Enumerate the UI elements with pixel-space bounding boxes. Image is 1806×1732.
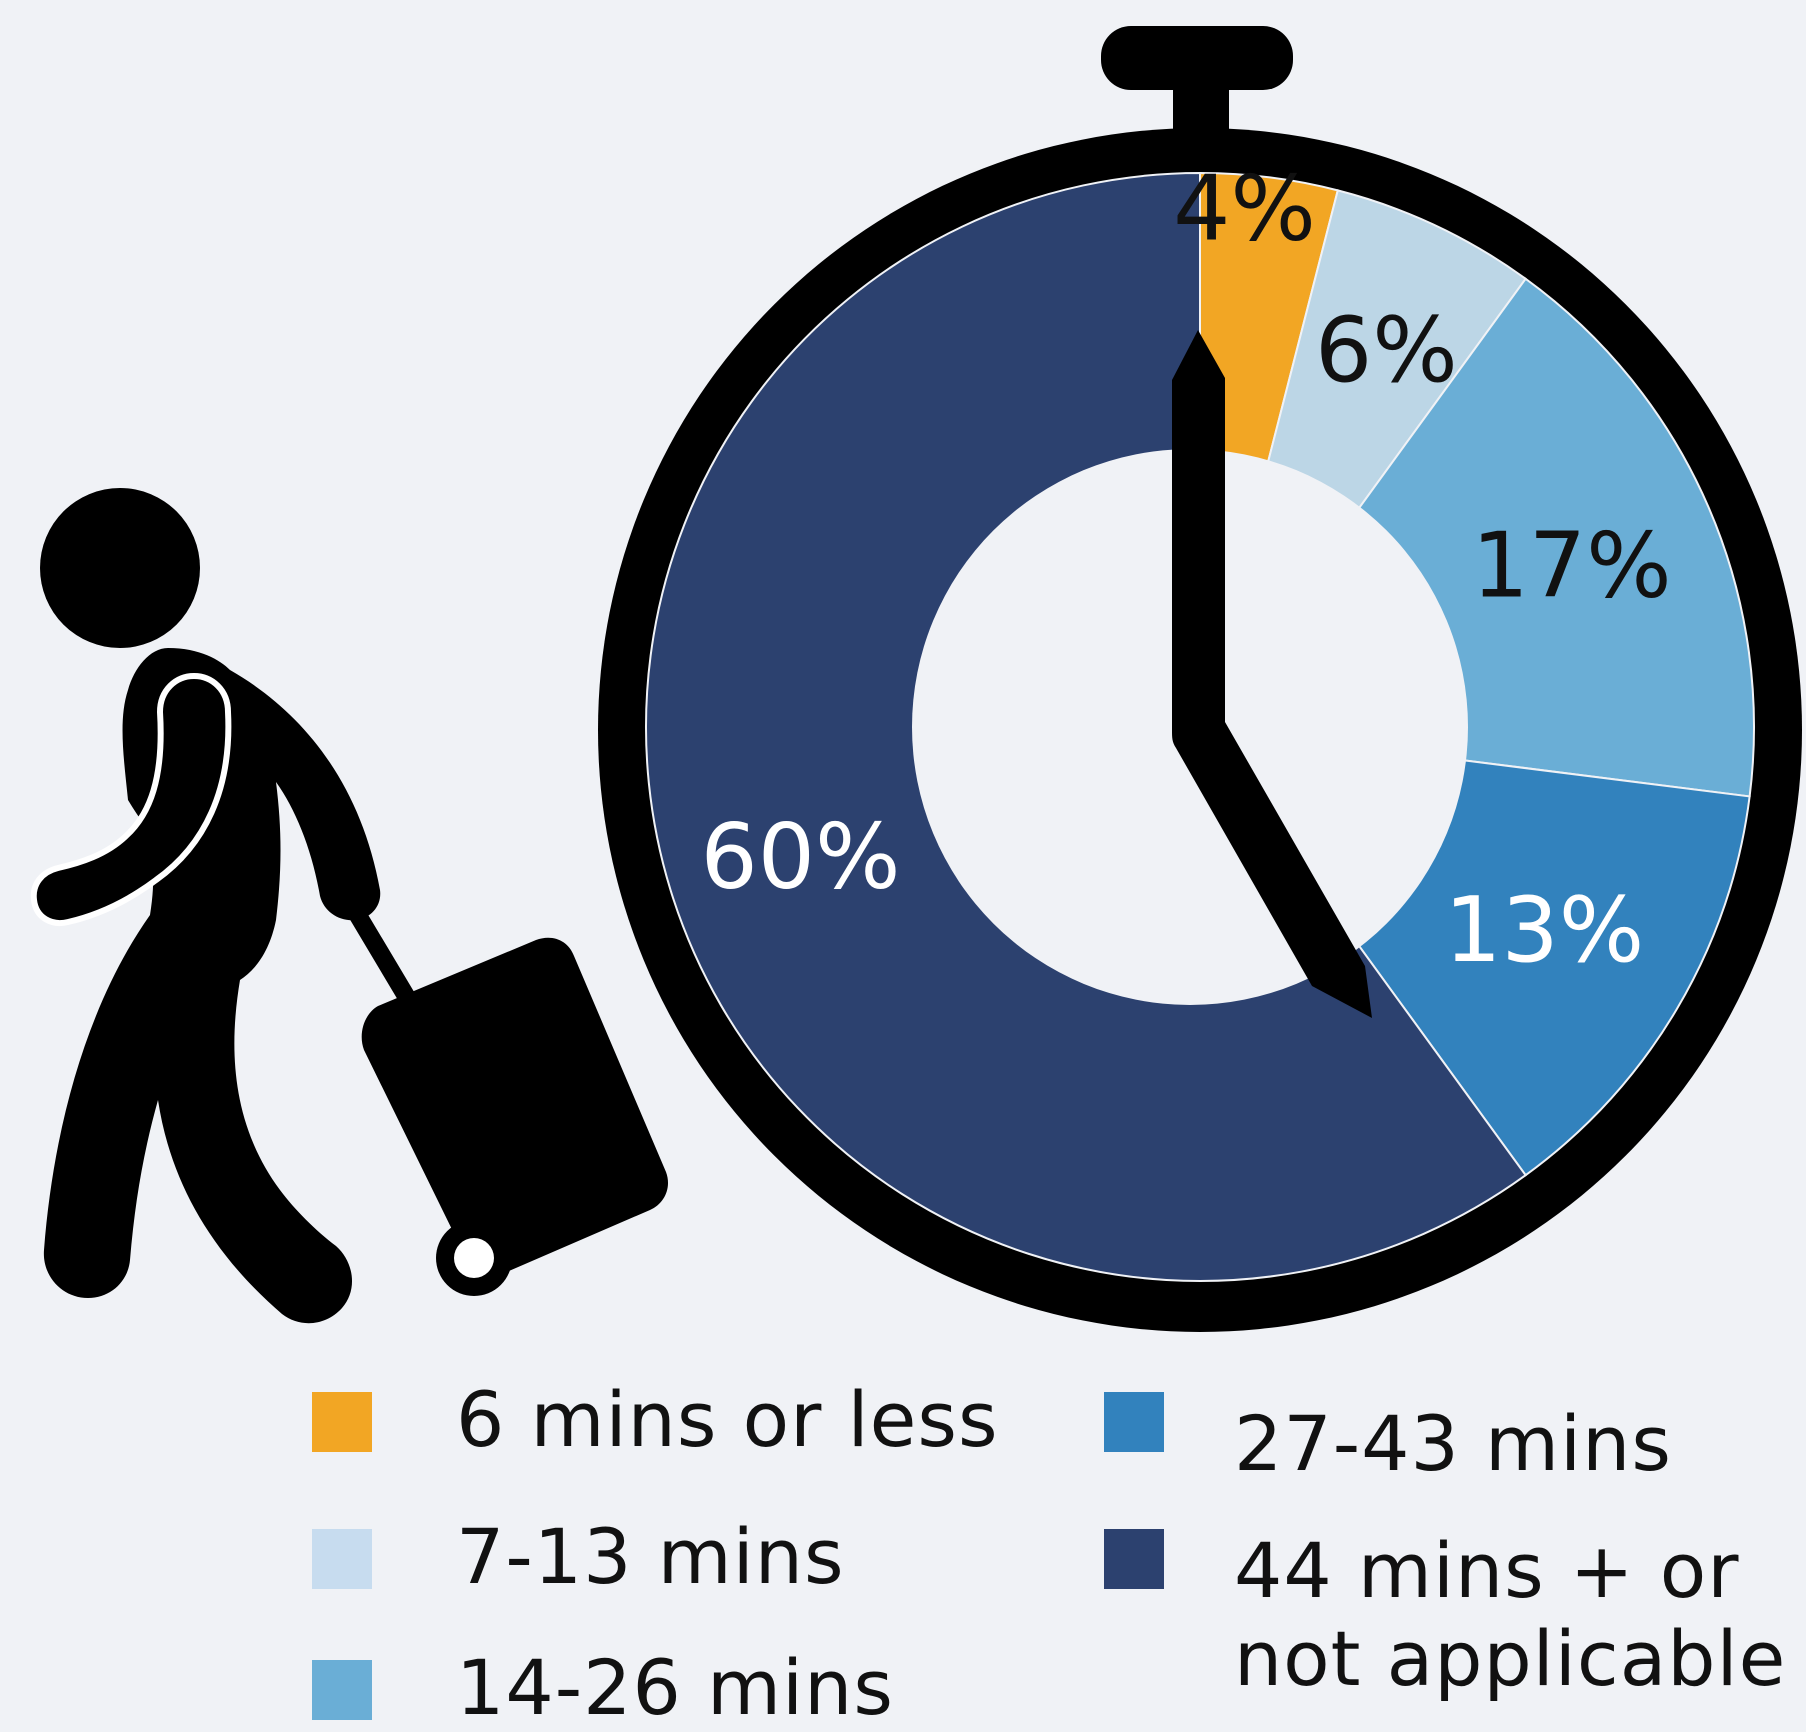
legend-item-7-13: 7-13 mins (312, 1513, 845, 1601)
slice-labels: 4% 6% 17% 13% 60% (701, 156, 1672, 983)
legend-swatch (312, 1529, 372, 1589)
legend-swatch (312, 1392, 372, 1452)
legend-item-14-26: 14-26 mins (312, 1644, 894, 1732)
legend-label: 14-26 mins (456, 1643, 894, 1732)
legend-label: 7-13 mins (456, 1512, 845, 1601)
legend-label: 27-43 mins (1234, 1399, 1672, 1488)
traveler-with-suitcase-icon (30, 488, 669, 1324)
legend-label: 44 mins + or not applicable (1234, 1526, 1787, 1703)
legend-item-6-or-less: 6 mins or less (312, 1376, 999, 1464)
slice-label: 13% (1444, 878, 1644, 983)
slice-label: 6% (1315, 298, 1458, 403)
legend-swatch (1104, 1529, 1164, 1589)
slice-label: 17% (1472, 514, 1672, 619)
legend-label: 6 mins or less (456, 1375, 999, 1464)
slice-label: 60% (701, 804, 901, 909)
slice-label: 4% (1173, 156, 1316, 261)
clock-hand (1172, 330, 1372, 1018)
legend-item-44-plus: 44 mins + or not applicable (1104, 1526, 1806, 1703)
legend-item-27-43: 27-43 mins (1104, 1392, 1672, 1488)
legend-swatch (312, 1660, 372, 1720)
legend-swatch (1104, 1392, 1164, 1452)
